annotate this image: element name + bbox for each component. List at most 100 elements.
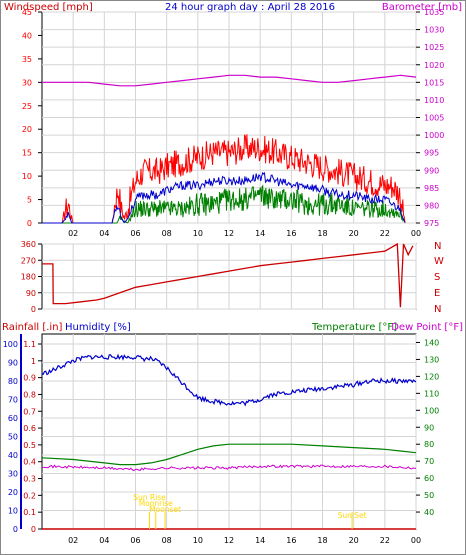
direction-letter-n-bottom: N xyxy=(434,304,441,315)
barometer-tick-label: 1010 xyxy=(424,96,444,105)
barometer-label: Barometer [mb] xyxy=(382,2,462,13)
hour-tick-label: 16 xyxy=(286,536,296,545)
rainfall-tick-label: 0.3 xyxy=(23,475,36,484)
dewpoint-line xyxy=(42,464,416,472)
wind-tick-label: 10 xyxy=(22,172,32,181)
wind-axis-ticks: 0 5 10 15 20 25 30 35 40 45 xyxy=(22,8,42,228)
wind-average-line xyxy=(42,171,406,224)
hour-tick-label: 16 xyxy=(286,229,296,238)
wind-tick-label: 30 xyxy=(22,78,32,87)
temperature-label: Temperature [°F] xyxy=(311,322,397,333)
dewpoint-label: Dew Point [°F] xyxy=(391,322,463,333)
hour-tick-label: 18 xyxy=(317,229,327,238)
lower-grid xyxy=(42,334,417,530)
rainfall-tick-label: 1 xyxy=(31,357,36,366)
event-label: Moonset xyxy=(149,505,181,514)
humidity-axis-ticks: 0 10 20 30 40 50 60 70 80 90 100 xyxy=(3,340,18,534)
wind-tick-label: 20 xyxy=(22,125,32,134)
rainfall-tick-label: 0.9 xyxy=(23,374,36,383)
hour-tick-label: 08 xyxy=(162,536,172,545)
barometer-axis-ticks: 975 980 985 990 995 1000 1005 1010 1015 1020 1025 1… xyxy=(416,8,444,228)
hour-tick-label: 22 xyxy=(380,229,390,238)
hour-tick-label: 12 xyxy=(224,536,234,545)
humidity-temperature-series xyxy=(41,353,417,530)
direction-panel: 0 90 180 270 360 N W S E N xyxy=(21,240,444,315)
humidity-tick-label: 90 xyxy=(8,359,18,368)
barometer-line xyxy=(42,74,417,87)
barometer-tick-label: 975 xyxy=(424,219,439,228)
barometer-tick-label: 1035 xyxy=(424,8,444,17)
hour-tick-label: 06 xyxy=(130,229,140,238)
direction-tick-label: 180 xyxy=(21,273,36,282)
humidity-tick-label: 0 xyxy=(13,525,18,534)
humidity-tick-label: 50 xyxy=(8,433,18,442)
wind-hour-ticks: 02 04 06 08 10 12 14 16 18 20 22 00 xyxy=(68,229,421,238)
temperature-tick-label: 70 xyxy=(424,457,434,466)
hour-tick-label: 18 xyxy=(317,536,327,545)
direction-letter-n-top: N xyxy=(434,241,441,252)
hour-tick-label: 06 xyxy=(130,536,140,545)
direction-letter-s: S xyxy=(434,272,440,283)
lower-hour-ticks: 02 04 06 08 10 12 14 16 18 20 22 00 xyxy=(68,536,421,545)
direction-series xyxy=(42,242,414,308)
temperature-tick-label: 130 xyxy=(424,355,439,364)
barometer-tick-label: 985 xyxy=(424,184,439,193)
humidity-tick-label: 80 xyxy=(8,377,18,386)
rainfall-tick-label: 0.6 xyxy=(23,424,36,433)
humidity-tick-label: 100 xyxy=(3,340,18,349)
humidity-tick-label: 70 xyxy=(8,396,18,405)
wind-direction-line xyxy=(42,242,414,308)
wind-tick-label: 15 xyxy=(22,149,32,158)
wind-tick-label: 0 xyxy=(27,219,32,228)
rainfall-tick-label: 1.1 xyxy=(23,340,36,349)
barometer-tick-label: 980 xyxy=(424,201,439,210)
rainfall-tick-label: 0.5 xyxy=(23,441,36,450)
humidity-label: Humidity [%] xyxy=(65,322,131,333)
windspeed-label: Windspeed [mph] xyxy=(4,2,93,13)
barometer-tick-label: 990 xyxy=(424,166,439,175)
hour-tick-label: 10 xyxy=(193,536,203,545)
hour-tick-label: 04 xyxy=(99,536,109,545)
hour-tick-label: 02 xyxy=(68,536,78,545)
rainfall-tick-label: 0.4 xyxy=(23,458,36,467)
barometer-tick-label: 1030 xyxy=(424,26,444,35)
direction-letter-e: E xyxy=(434,288,440,299)
temperature-tick-label: 140 xyxy=(424,338,439,347)
temperature-tick-label: 110 xyxy=(424,389,439,398)
temperature-tick-label: 100 xyxy=(424,406,439,415)
direction-letter-w: W xyxy=(434,256,444,267)
wind-tick-label: 35 xyxy=(22,55,32,64)
humidity-tick-label: 20 xyxy=(8,488,18,497)
barometer-tick-label: 1005 xyxy=(424,114,444,123)
hour-tick-label: 08 xyxy=(162,229,172,238)
event-label: Sun Rise xyxy=(133,493,166,502)
humidity-line xyxy=(41,353,417,407)
event-label: Moonrise xyxy=(139,499,173,508)
hour-tick-label: 02 xyxy=(68,229,78,238)
barometer-tick-label: 1000 xyxy=(424,131,444,140)
rainfall-label: Rainfall [.in] xyxy=(2,322,63,333)
hour-tick-label: 20 xyxy=(349,229,359,238)
barometer-tick-label: 995 xyxy=(424,149,439,158)
temperature-line xyxy=(41,443,417,466)
hour-tick-label: 12 xyxy=(224,229,234,238)
rainfall-axis-ticks: 0 0.1 0.2 0.3 0.4 0.5 0.6 0.7 0.8 0.9 1 1.1 xyxy=(23,340,42,534)
temperature-tick-label: 60 xyxy=(424,474,434,483)
wind-tick-label: 45 xyxy=(22,8,32,17)
hour-tick-label: 22 xyxy=(380,536,390,545)
humidity-tick-label: 40 xyxy=(8,451,18,460)
rainfall-tick-label: 0 xyxy=(31,525,36,534)
hour-tick-label: 10 xyxy=(193,229,203,238)
hour-tick-label: 04 xyxy=(99,229,109,238)
humidity-tick-label: 60 xyxy=(8,414,18,423)
hour-tick-label: 00 xyxy=(411,536,421,545)
direction-tick-label: 360 xyxy=(21,240,36,249)
rainfall-tick-label: 0.1 xyxy=(23,508,36,517)
temperature-tick-label: 40 xyxy=(424,508,434,517)
temperature-tick-label: 90 xyxy=(424,423,434,432)
temperature-tick-label: 120 xyxy=(424,372,439,381)
direction-tick-label: 90 xyxy=(26,289,36,298)
hour-tick-label: 14 xyxy=(255,536,265,545)
